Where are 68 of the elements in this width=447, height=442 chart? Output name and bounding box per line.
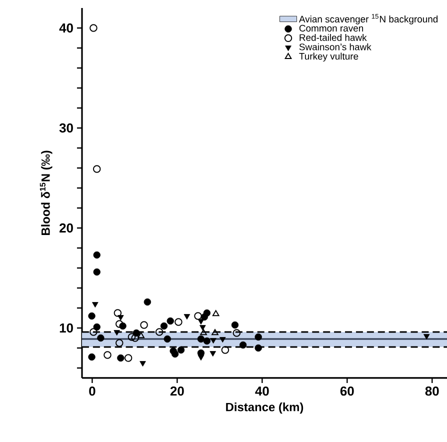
point	[93, 268, 100, 276]
point	[124, 354, 132, 362]
x-tick-label: 20	[170, 386, 184, 396]
point	[200, 325, 206, 331]
point	[212, 310, 220, 316]
point	[90, 24, 98, 32]
point	[164, 335, 171, 343]
point	[210, 338, 216, 344]
point	[232, 329, 241, 337]
point	[200, 313, 208, 321]
point	[177, 346, 185, 354]
point	[104, 351, 112, 359]
point	[92, 165, 101, 173]
legend-label: Avian scavenger $^{15}$N background	[298, 14, 438, 24]
x-tick-label: 0	[89, 386, 96, 396]
point	[210, 351, 216, 357]
point	[174, 318, 182, 326]
x-axis-title: Distance (km)	[226, 402, 304, 414]
point	[254, 333, 262, 341]
point	[231, 321, 239, 329]
legend-label: Common raven	[299, 24, 364, 32]
point	[155, 328, 164, 336]
y-tick-label: 30	[59, 123, 73, 133]
point	[212, 329, 218, 336]
point	[220, 337, 226, 343]
y-tick-label: 20	[60, 223, 73, 233]
point	[131, 334, 140, 342]
legend-label: Swainson’s hawk	[299, 43, 372, 50]
point	[88, 353, 96, 361]
point	[116, 339, 124, 347]
point	[114, 309, 122, 317]
y-tick-label: 10	[60, 323, 73, 333]
point	[140, 361, 146, 367]
point	[239, 341, 247, 349]
point	[93, 251, 100, 259]
y-axis-title: Blood δ$^{15}$N (‰)	[40, 150, 52, 236]
point	[97, 334, 104, 342]
point	[184, 314, 190, 320]
point	[118, 315, 124, 321]
point	[93, 323, 100, 331]
y-tick-label: 40	[59, 23, 73, 33]
point	[116, 320, 124, 328]
point	[194, 312, 202, 320]
point	[197, 335, 205, 343]
point	[200, 329, 207, 336]
point	[198, 319, 204, 325]
point	[254, 344, 262, 352]
point	[221, 346, 230, 354]
point	[88, 312, 96, 320]
point	[203, 337, 211, 345]
point	[138, 332, 144, 338]
point	[144, 298, 152, 306]
legend-label: Turkey vulture	[299, 52, 358, 62]
point	[114, 330, 120, 336]
point	[198, 355, 204, 361]
point	[171, 350, 179, 358]
point	[90, 328, 98, 336]
point	[140, 321, 148, 329]
point	[92, 302, 98, 308]
point	[160, 322, 168, 330]
point	[423, 334, 430, 340]
point	[117, 354, 124, 362]
legend-label: Red-tailed hawk	[300, 34, 367, 41]
x-tick-label: 60	[340, 386, 354, 396]
x-tick-label: 80	[425, 386, 439, 396]
point	[166, 317, 174, 325]
x-tick-label: 40	[255, 386, 269, 396]
point	[128, 333, 136, 341]
